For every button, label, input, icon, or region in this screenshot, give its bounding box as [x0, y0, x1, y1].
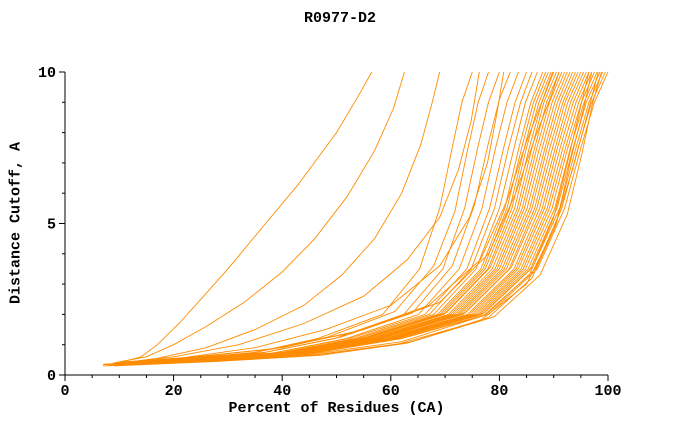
y-tick-label: 10: [38, 65, 56, 82]
chart-title: R0977-D2: [303, 10, 376, 27]
model-curve: [108, 71, 582, 365]
y-tick-label: 5: [47, 217, 56, 234]
model-curve: [108, 71, 538, 365]
model-curve: [119, 71, 373, 364]
model-curve: [108, 71, 590, 366]
x-tick-label: 40: [273, 383, 291, 400]
x-tick-label: 60: [382, 383, 400, 400]
model-curve: [108, 71, 505, 365]
model-curve: [108, 71, 602, 366]
y-tick-label: 0: [47, 368, 56, 385]
model-curve: [111, 71, 598, 365]
model-curve: [102, 71, 571, 365]
model-curve: [124, 71, 579, 364]
x-axis-label: Percent of Residues (CA): [228, 400, 445, 417]
x-tick-label: 80: [490, 383, 508, 400]
x-tick-label: 0: [60, 383, 69, 400]
model-curve: [119, 71, 560, 363]
x-tick-label: 20: [165, 383, 183, 400]
model-curve: [119, 71, 511, 364]
x-tick-label: 100: [594, 383, 621, 400]
model-curve: [108, 71, 557, 365]
model-curve: [124, 71, 604, 364]
model-curve: [113, 71, 480, 364]
model-curve: [102, 71, 599, 367]
model-curve: [119, 71, 568, 364]
model-curve: [116, 71, 527, 364]
model-curve: [124, 71, 555, 364]
model-curve: [113, 71, 405, 364]
model-curve: [116, 71, 554, 364]
model-curve: [111, 71, 441, 365]
model-curve: [102, 71, 500, 365]
